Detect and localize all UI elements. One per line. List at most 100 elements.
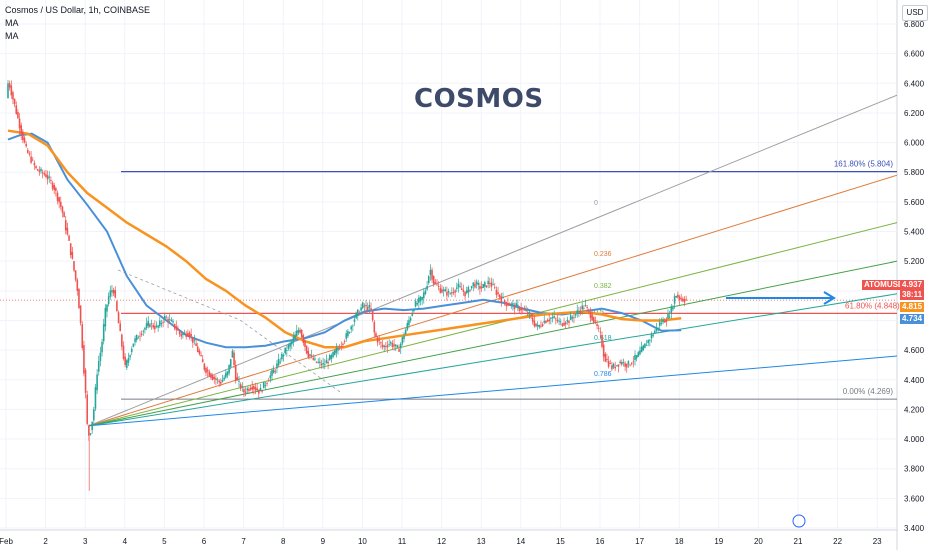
candle-body [172,321,174,323]
candle-body [393,344,395,347]
candle-body [355,312,357,319]
candle-body [528,312,531,314]
candle-body [391,343,394,347]
candle-body [64,220,67,231]
candle-body [644,343,646,349]
candle-body [295,330,298,336]
candle-body [40,168,42,172]
candle-body [56,192,59,201]
candle-body [322,363,324,365]
candle-body [111,290,113,293]
candle-body [451,292,453,294]
x-tick-label: 4 [123,537,128,546]
candle-body [550,318,552,319]
candle-body [129,355,131,358]
symbol-title[interactable]: Cosmos / US Dollar, 1h, COINBASE [5,5,151,15]
candle-body [523,309,526,311]
candle-body [132,343,135,347]
x-tick-label: 21 [794,537,803,546]
candle-body [555,318,557,320]
fan-level-label: 0.618 [594,335,612,342]
candle-body [206,369,209,372]
candle-body [315,361,318,363]
candle-body [629,364,631,366]
x-tick-label: 3 [83,537,88,546]
candle-body [160,323,163,324]
candle-body [426,285,428,290]
candle-body [58,197,60,203]
candle-body [380,342,382,344]
candle-body [533,320,536,327]
candle-body [411,313,414,316]
candle-body [574,314,577,316]
candle-body [36,169,39,171]
candle-body [73,261,75,271]
candle-body [31,159,34,161]
candle-body [460,288,463,291]
candle-body [492,284,494,286]
y-tick-label: 4.600 [904,346,925,355]
candle-body [439,287,442,293]
candle-body [358,313,361,314]
candle-body [408,320,410,326]
ma-indicator-label[interactable]: MA [5,18,19,28]
candle-body [616,365,618,367]
candle-body [634,354,636,360]
x-tick-label: 5 [162,537,167,546]
candle-body [254,387,257,391]
candle-body [617,364,620,367]
candle-body [244,391,247,393]
candle-body [401,337,404,344]
candle-body [43,173,46,175]
candle-body [660,323,663,325]
candle-body [512,303,514,305]
candle-body [586,307,588,308]
candle-body [17,111,19,119]
candle-body [431,269,433,280]
candle-body [211,375,214,380]
candle-body [258,389,260,394]
candle-body [195,343,197,347]
candle-body [134,338,136,343]
currency-button[interactable]: USD [902,5,928,21]
candle-body [635,355,638,359]
candle-body [317,362,319,363]
candle-body [447,290,450,293]
candle-body [452,291,455,294]
candle-body [309,354,311,356]
candle-body [462,290,465,292]
candle-body [441,289,443,293]
candle-body [538,325,541,328]
candle-body [363,305,366,307]
ma-fast-tag: 4.815 [900,302,925,312]
candle-body [294,334,296,339]
candle-body [297,329,300,333]
candle-body [477,282,480,286]
candle-body [353,319,356,322]
candle-body [157,325,159,328]
candle-body [10,85,13,96]
candle-body [342,343,344,345]
candle-body [259,387,262,391]
candle-body [558,320,560,322]
y-tick-label: 6.600 [904,50,925,59]
candle-body [649,339,651,341]
candle-body [559,321,562,323]
candle-body [208,371,211,377]
candle-body [264,385,267,387]
candle-body [221,379,224,382]
candle-body [551,316,554,319]
candle-body [271,370,273,376]
candle-body [375,333,377,337]
candle-body [474,283,476,288]
candle-body [503,300,506,303]
candle-body [101,341,103,353]
candle-body [238,380,240,382]
candle-body [93,409,95,421]
ma-indicator-label-2[interactable]: MA [5,31,19,41]
candle-body [96,374,98,391]
candle-body [262,381,265,389]
candle-body [281,353,283,360]
candle-body [668,316,671,318]
